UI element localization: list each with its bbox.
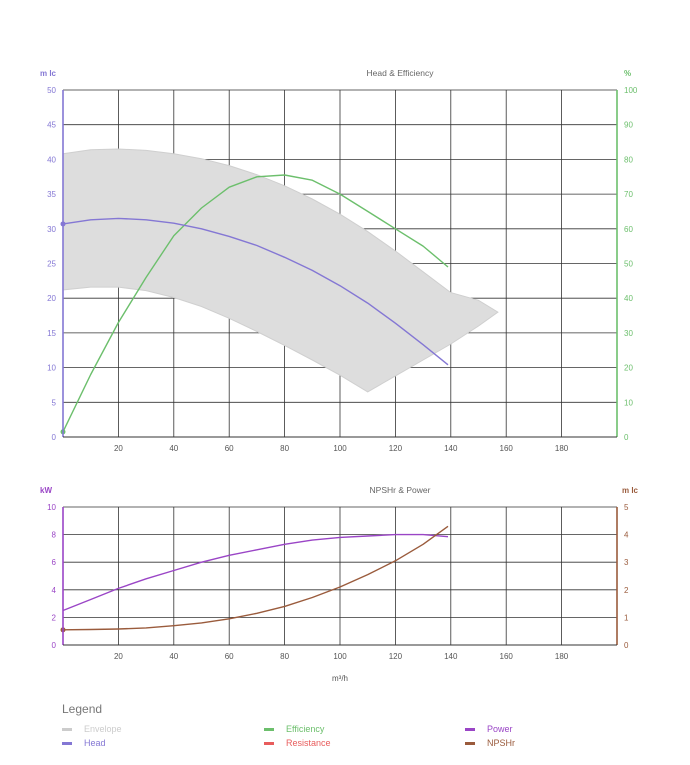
npshr-line <box>62 525 449 631</box>
x-tick-label: 160 <box>500 652 514 661</box>
y-right-tick-label: 20 <box>624 364 633 373</box>
y-left-tick-label: 10 <box>47 503 56 512</box>
power-swatch <box>465 727 475 731</box>
y-right-tick-label: 70 <box>624 190 633 199</box>
y-left-axis-label: m lc <box>40 69 57 78</box>
x-tick-label: 60 <box>225 444 234 453</box>
efficiency-line <box>62 174 449 433</box>
x-tick-label: 100 <box>333 444 347 453</box>
y-right-tick-label: 50 <box>624 260 633 269</box>
x-tick-label: 140 <box>444 652 458 661</box>
legend-label-efficiency: Efficiency <box>286 724 325 734</box>
y-left-tick-label: 35 <box>47 190 56 199</box>
x-tick-label: 40 <box>169 652 178 661</box>
power-line <box>62 533 449 612</box>
legend-label-power: Power <box>487 724 513 734</box>
y-left-tick-label: 8 <box>52 531 57 540</box>
x-tick-label: 80 <box>280 652 289 661</box>
y-left-tick-label: 30 <box>47 225 56 234</box>
y-right-tick-label: 60 <box>624 225 633 234</box>
x-tick-label: 160 <box>500 444 514 453</box>
y-left-tick-label: 0 <box>52 641 57 650</box>
y-left-axis-label: kW <box>40 486 52 495</box>
x-tick-label: 20 <box>114 652 123 661</box>
x-tick-label: 100 <box>333 652 347 661</box>
legend: Legend Envelope Efficiency Power Head Re… <box>62 702 662 758</box>
npshr-swatch <box>465 741 475 745</box>
x-tick-label: 40 <box>169 444 178 453</box>
chart-title: Head & Efficiency <box>367 68 435 78</box>
y-right-axis-label: m lc <box>622 486 639 495</box>
y-right-tick-label: 30 <box>624 329 633 338</box>
x-tick-label: 120 <box>389 652 403 661</box>
x-tick-label: 140 <box>444 444 458 453</box>
y-left-tick-label: 40 <box>47 155 56 164</box>
legend-label-npshr: NPSHr <box>487 738 516 748</box>
y-left-tick-label: 2 <box>52 613 57 622</box>
legend-item-power: Power <box>465 724 513 734</box>
y-right-tick-label: 90 <box>624 121 633 130</box>
y-right-tick-label: 2 <box>624 586 629 595</box>
y-left-tick-label: 25 <box>47 260 56 269</box>
legend-item-npshr: NPSHr <box>465 738 515 748</box>
y-left-tick-label: 0 <box>52 433 57 442</box>
envelope-area <box>62 148 499 393</box>
y-right-tick-label: 3 <box>624 558 629 567</box>
legend-item-resistance: Resistance <box>264 738 331 748</box>
y-left-tick-label: 50 <box>47 86 56 95</box>
x-tick-label: 20 <box>114 444 123 453</box>
x-tick-label: 180 <box>555 444 569 453</box>
head-line <box>62 217 449 366</box>
y-right-tick-label: 1 <box>624 613 629 622</box>
y-left-tick-label: 6 <box>52 558 57 567</box>
x-axis-label: m³/h <box>332 674 348 683</box>
y-left-tick-label: 4 <box>52 586 57 595</box>
legend-item-envelope: Envelope <box>62 724 122 734</box>
legend-label-resistance: Resistance <box>286 738 331 748</box>
legend-item-head: Head <box>62 738 106 748</box>
y-right-tick-label: 4 <box>624 531 629 540</box>
y-right-tick-label: 80 <box>624 155 633 164</box>
y-left-tick-label: 5 <box>52 398 57 407</box>
legend-label-envelope: Envelope <box>84 724 122 734</box>
x-tick-label: 80 <box>280 444 289 453</box>
legend-label-head: Head <box>84 738 106 748</box>
y-left-tick-label: 45 <box>47 121 56 130</box>
y-right-tick-label: 10 <box>624 398 633 407</box>
head-efficiency-chart: Head & Efficiency m lc % 0 5 10 15 20 25 30 35 40 45… <box>40 68 638 453</box>
y-right-tick-label: 5 <box>624 503 629 512</box>
head-swatch <box>62 741 72 745</box>
legend-item-efficiency: Efficiency <box>264 724 324 734</box>
chart-title: NPSHr & Power <box>370 485 431 495</box>
efficiency-swatch <box>264 727 274 731</box>
resistance-swatch <box>264 741 274 745</box>
y-left-tick-label: 20 <box>47 294 56 303</box>
y-right-tick-label: 0 <box>624 641 629 650</box>
x-tick-label: 180 <box>555 652 569 661</box>
x-tick-label: 120 <box>389 444 403 453</box>
x-tick-label: 60 <box>225 652 234 661</box>
y-left-tick-label: 10 <box>47 364 56 373</box>
y-right-tick-label: 100 <box>624 86 638 95</box>
y-right-axis-label: % <box>624 69 631 78</box>
y-left-tick-label: 15 <box>47 329 56 338</box>
y-right-tick-label: 40 <box>624 294 633 303</box>
legend-title: Legend <box>62 702 103 716</box>
y-right-tick-label: 0 <box>624 433 629 442</box>
envelope-swatch <box>62 727 72 731</box>
